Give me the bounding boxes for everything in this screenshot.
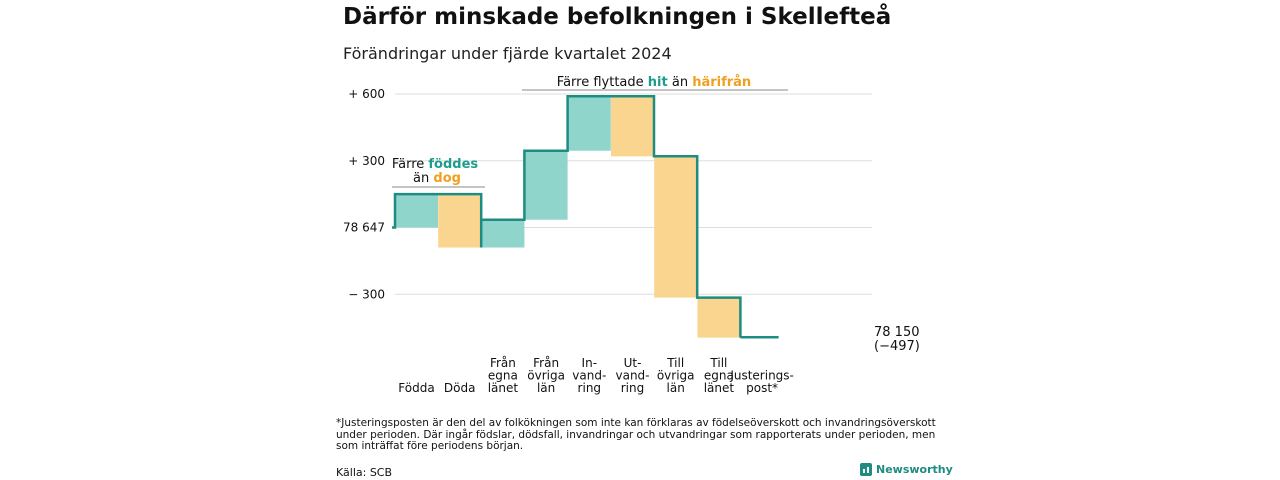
bar-plus — [524, 150, 568, 220]
category-label: Ut- — [624, 356, 642, 370]
annotation-migration: Färre flyttade hit än härifrån — [557, 75, 751, 90]
category-label: länet — [488, 381, 519, 395]
category-label: In- — [582, 356, 597, 370]
bar-minus — [654, 156, 698, 298]
category-label: övriga — [657, 369, 695, 383]
category-label: övriga — [527, 369, 565, 383]
y-tick-label: + 600 — [348, 87, 385, 101]
category-label: län — [537, 381, 555, 395]
category-label: Justerings- — [729, 369, 794, 383]
y-tick-label: 78 647 — [343, 221, 385, 235]
bar-minus — [611, 96, 654, 157]
category-label: vand- — [572, 369, 606, 383]
annotation-deaths: än dog — [413, 171, 461, 186]
category-label: Till — [709, 356, 727, 370]
category-label: Döda — [444, 381, 476, 395]
end-value-label: (−497) — [874, 339, 920, 354]
category-label: län — [667, 381, 685, 395]
y-tick-label: − 300 — [348, 287, 385, 301]
footnote: *Justeringsposten är den del av folkökni… — [336, 417, 936, 452]
category-label: egna — [488, 369, 518, 383]
bar-plus — [567, 96, 611, 151]
bar-minus — [697, 297, 741, 338]
source-label: Källa: SCB — [336, 466, 393, 479]
step-line — [392, 94, 779, 339]
category-label: egna — [704, 369, 734, 383]
category-label: Från — [490, 356, 516, 370]
category-label: post* — [746, 381, 778, 395]
category-label: Från — [533, 356, 559, 370]
chart-title: Därför minskade befolkningen i Skellefte… — [343, 4, 892, 30]
brand-name: Newsworthy — [876, 463, 953, 476]
newsworthy-logo: Newsworthy — [860, 463, 953, 476]
bar-plus — [395, 194, 438, 228]
category-label: ring — [578, 381, 602, 395]
category-label: länet — [704, 381, 735, 395]
bar-minus — [438, 194, 482, 248]
category-label: vand- — [615, 369, 649, 383]
annotation-births: Färre föddes — [392, 157, 479, 172]
y-tick-label: + 300 — [348, 154, 385, 168]
category-label: ring — [621, 381, 645, 395]
bar-plus — [481, 219, 525, 248]
newsworthy-icon — [860, 463, 872, 476]
category-label: Födda — [398, 381, 434, 395]
category-label: Till — [666, 356, 684, 370]
end-value-label: 78 150 — [874, 325, 920, 340]
chart-subtitle: Förändringar under fjärde kvartalet 2024 — [343, 44, 672, 63]
